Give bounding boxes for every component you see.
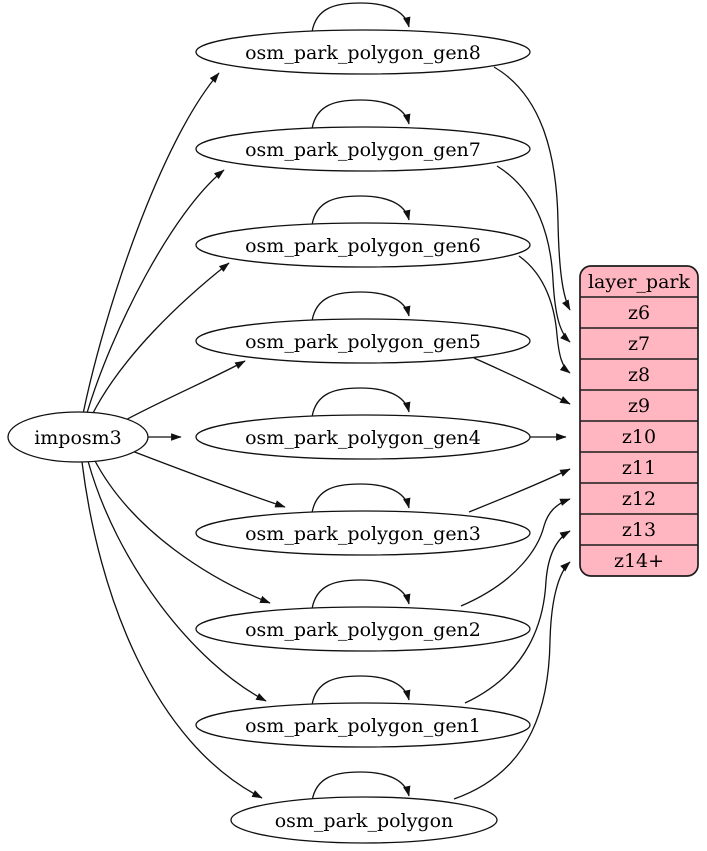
node-ellipse-osm-park-polygon — [230, 796, 498, 844]
edge-imposm3-to-gen1 — [87, 460, 267, 702]
layer-park-row-z10: z10 — [622, 426, 656, 448]
layer-park-row-z11: z11 — [622, 457, 656, 479]
node-ellipse-gen4 — [195, 414, 531, 460]
self-loop-group — [311, 2, 411, 802]
node-label-gen5: osm_park_polygon_gen5 — [245, 331, 481, 353]
self-loop-gen6 — [311, 195, 411, 226]
edge-gen5-to-z9 — [473, 357, 571, 405]
layer-park-row-z14: z14+ — [614, 550, 664, 572]
node-gen4: osm_park_polygon_gen4 — [195, 414, 531, 460]
node-label-gen7: osm_park_polygon_gen7 — [245, 139, 481, 161]
self-loop-gen1 — [311, 675, 411, 706]
node-gen6: osm_park_polygon_gen6 — [195, 222, 531, 268]
node-ellipse-gen2 — [195, 606, 531, 652]
node-label-osm-park-polygon: osm_park_polygon — [275, 810, 454, 832]
edge-gen8-to-z6 — [493, 66, 571, 311]
node-ellipse-imposm3 — [7, 411, 149, 463]
edge-imposm3-to-gen5 — [117, 360, 246, 425]
node-layer-park: layer_park z6 z7 z8 z9 z10 z11 z12 z13 z… — [579, 265, 699, 577]
edge-group-imposm3 — [81, 72, 286, 799]
node-label-gen6: osm_park_polygon_gen6 — [245, 235, 481, 257]
layer-park-row-z12: z12 — [622, 488, 656, 510]
node-gen8: osm_park_polygon_gen8 — [195, 29, 531, 75]
node-label-gen3: osm_park_polygon_gen3 — [245, 523, 481, 545]
edge-imposm3-to-gen8 — [82, 72, 220, 415]
edge-imposm3-to-gen7 — [86, 169, 225, 414]
node-label-imposm3: imposm3 — [34, 427, 122, 449]
node-ellipse-gen8 — [195, 29, 531, 75]
edge-imposm3-to-osm-park-polygon — [81, 461, 263, 799]
layer-park-row-z6: z6 — [628, 302, 650, 324]
node-gen5: osm_park_polygon_gen5 — [195, 318, 531, 364]
layer-park-row-z9: z9 — [628, 395, 650, 417]
self-loop-gen5 — [311, 291, 411, 322]
edge-imposm3-to-gen3 — [131, 450, 286, 508]
edge-gen1-to-z13 — [464, 530, 571, 704]
self-loop-gen3 — [311, 483, 411, 514]
layer-park-title: layer_park — [588, 271, 691, 293]
edge-group-layer — [453, 66, 571, 800]
node-label-gen8: osm_park_polygon_gen8 — [245, 42, 481, 64]
edge-gen2-to-z12 — [460, 498, 571, 607]
self-loop-gen7 — [311, 99, 411, 130]
layer-park-row-z8: z8 — [628, 364, 650, 386]
layer-park-row-z7: z7 — [628, 333, 650, 355]
edge-osm-park-polygon-to-z14 — [453, 561, 571, 800]
node-label-gen4: osm_park_polygon_gen4 — [245, 427, 481, 449]
node-label-gen2: osm_park_polygon_gen2 — [245, 619, 481, 641]
self-loop-gen8 — [311, 2, 411, 33]
node-ellipse-gen5 — [195, 318, 531, 364]
layer-park-row-z13: z13 — [622, 519, 656, 541]
edge-gen7-to-z7 — [496, 165, 571, 343]
node-imposm3: imposm3 — [7, 411, 149, 463]
node-gen1: osm_park_polygon_gen1 — [195, 702, 531, 748]
node-label-gen1: osm_park_polygon_gen1 — [245, 715, 481, 737]
node-gen3: osm_park_polygon_gen3 — [195, 510, 531, 556]
edge-gen6-to-z8 — [518, 255, 571, 374]
self-loop-gen2 — [311, 579, 411, 610]
node-ellipse-gen3 — [195, 510, 531, 556]
edge-imposm3-to-gen2 — [93, 458, 271, 604]
node-gen2: osm_park_polygon_gen2 — [195, 606, 531, 652]
edge-gen3-to-z11 — [468, 468, 571, 513]
edge-imposm3-to-gen6 — [91, 262, 230, 416]
node-ellipse-gen7 — [195, 126, 531, 172]
node-gen7: osm_park_polygon_gen7 — [195, 126, 531, 172]
node-osm-park-polygon: osm_park_polygon — [230, 796, 498, 844]
node-ellipse-gen6 — [195, 222, 531, 268]
self-loop-osm-park-polygon — [311, 771, 411, 802]
node-ellipse-gen1 — [195, 702, 531, 748]
self-loop-gen4 — [311, 387, 411, 418]
